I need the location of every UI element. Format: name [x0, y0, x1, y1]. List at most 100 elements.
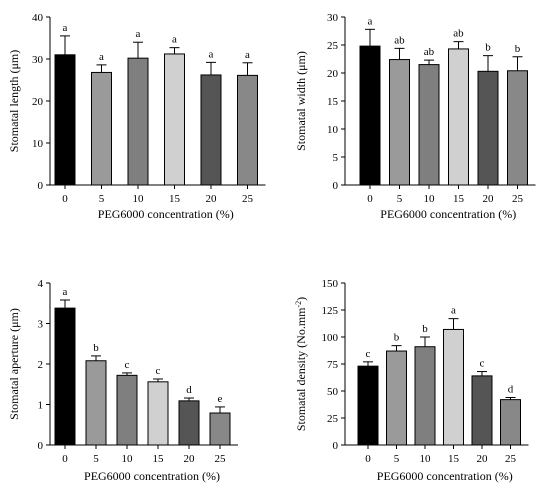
panel-stomatal-length: 0 10 20 30 40 a 0 a 5 a 10 a 15 a 20 a 25 PEG6000 concent…: [7, 12, 266, 221]
x-tick-label: 20: [483, 193, 495, 205]
significance-label: c: [480, 358, 485, 370]
y-tick-label: 20: [32, 96, 44, 108]
significance-label: a: [245, 49, 250, 61]
y-axis-title: Stomatal density (No.mm-2): [294, 297, 309, 431]
x-tick-label: 15: [453, 193, 465, 205]
significance-label: c: [125, 359, 130, 371]
y-tick-label: 40: [32, 12, 44, 24]
significance-label: ab: [424, 46, 435, 58]
x-tick-label: 10: [420, 453, 432, 465]
significance-label: b: [422, 323, 428, 335]
x-tick-label: 15: [169, 193, 181, 205]
y-tick-label: 0: [333, 180, 339, 192]
bar: [127, 57, 149, 186]
significance-label: b: [515, 43, 521, 55]
significance-label: d: [508, 383, 514, 395]
significance-label: b: [485, 42, 491, 54]
y-tick-label: 30: [327, 12, 339, 24]
bar: [54, 54, 76, 186]
y-tick-label: 25: [327, 40, 339, 52]
bar: [477, 70, 499, 186]
x-tick-label: 5: [394, 453, 400, 465]
bar: [178, 400, 200, 446]
significance-label: a: [172, 34, 177, 46]
x-tick-label: 5: [99, 193, 105, 205]
y-axis-title-suffix: ): [294, 297, 308, 301]
x-tick-label: 15: [153, 453, 165, 465]
bar: [54, 307, 76, 446]
bar: [386, 350, 407, 446]
x-tick-label: 20: [206, 193, 218, 205]
x-tick-label: 10: [122, 453, 134, 465]
bar: [471, 375, 493, 446]
significance-label: c: [156, 365, 161, 377]
significance-label: a: [209, 48, 214, 60]
significance-label: a: [63, 22, 68, 34]
bar: [209, 412, 231, 446]
bar: [200, 74, 222, 186]
y-tick-label: 100: [322, 332, 339, 344]
x-tick-label: 25: [242, 193, 254, 205]
x-tick-label: 0: [367, 193, 373, 205]
y-tick-label: 50: [327, 386, 339, 398]
bar: [85, 360, 107, 446]
y-tick-label: 0: [38, 440, 44, 452]
bar: [116, 374, 138, 446]
x-tick-label: 5: [93, 453, 99, 465]
significance-label: c: [366, 348, 371, 360]
y-tick-label: 5: [333, 152, 339, 164]
significance-label: b: [93, 342, 99, 354]
x-tick-label: 10: [424, 193, 436, 205]
bar: [448, 48, 469, 186]
bar: [359, 45, 381, 186]
bar: [443, 328, 464, 446]
significance-label: ab: [394, 34, 405, 46]
bar: [357, 365, 379, 446]
y-axis-title: Stomatal length (μm): [7, 50, 21, 152]
bar: [500, 399, 521, 446]
bar: [91, 71, 112, 186]
bar: [507, 70, 528, 186]
x-tick-label: 5: [397, 193, 403, 205]
y-tick-label: 3: [38, 319, 44, 331]
y-tick-label: 125: [322, 305, 339, 317]
x-tick-label: 0: [62, 453, 68, 465]
y-axis-title: Stomatal width (μm): [294, 51, 308, 151]
x-tick-label: 25: [215, 453, 227, 465]
x-tick-label: 25: [512, 193, 524, 205]
bar: [237, 74, 258, 186]
bar: [147, 381, 169, 446]
panel-stomatal-density: 0 25 50 75 100 125 150 c 0 b 5 b 10 a 15 c 20 d 25 PEG6000 …: [294, 278, 529, 483]
x-tick-label: 0: [62, 193, 68, 205]
panel-stomatal-width: 0 5 10 15 20 25 30 a 0 ab 5 ab 10 ab 15 b 20 b 25 PEG6000 c…: [294, 12, 536, 221]
significance-label: a: [451, 305, 456, 317]
x-tick-label: 10: [133, 193, 145, 205]
significance-label: b: [394, 332, 400, 344]
y-tick-label: 25: [327, 413, 339, 425]
y-tick-label: 4: [38, 278, 44, 290]
significance-label: d: [186, 384, 192, 396]
x-axis-title: PEG6000 concentration (%): [98, 207, 234, 221]
y-tick-label: 15: [327, 96, 339, 108]
significance-label: a: [368, 15, 373, 27]
y-tick-label: 30: [32, 54, 44, 66]
bar: [164, 53, 185, 186]
y-axis-title-superscript: -2: [294, 301, 303, 308]
y-tick-label: 150: [322, 278, 339, 290]
significance-label: a: [136, 28, 141, 40]
y-tick-label: 1: [38, 400, 44, 412]
x-tick-label: 25: [505, 453, 517, 465]
bar: [414, 346, 436, 446]
x-axis-title: PEG6000 concentration (%): [380, 207, 516, 221]
x-tick-label: 20: [477, 453, 489, 465]
x-tick-label: 15: [448, 453, 460, 465]
panel-stomatal-aperture: 0 1 2 3 4 a 0 b 5 c 10 c 15 d 20 e 25 PEG6000 concentrati…: [7, 278, 238, 483]
y-tick-label: 75: [327, 359, 339, 371]
significance-label: ab: [453, 28, 464, 40]
x-axis-title: PEG6000 concentration (%): [84, 469, 220, 483]
y-axis-title: Stomatal aperture (μm): [7, 308, 21, 420]
x-tick-label: 0: [365, 453, 371, 465]
y-tick-label: 0: [38, 180, 44, 192]
significance-label: a: [99, 51, 104, 63]
